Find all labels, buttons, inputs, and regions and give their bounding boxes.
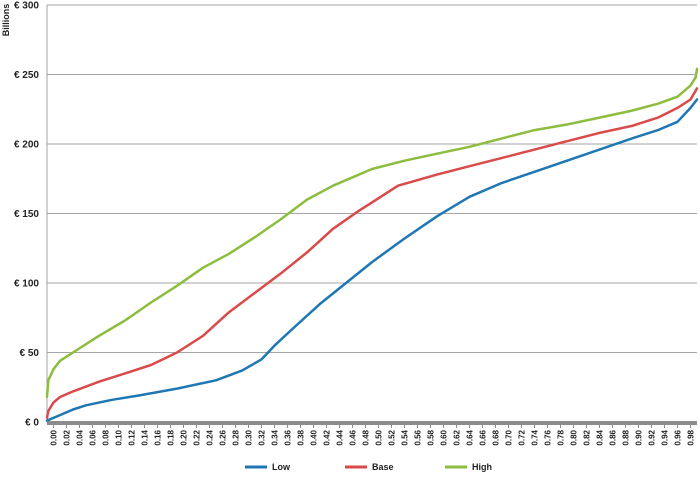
y-axis-label: Billions — [1, 4, 11, 37]
y-tick-label: € 100 — [14, 279, 39, 290]
x-tick-label: 0.06 — [89, 429, 98, 445]
gridlines — [47, 4, 697, 353]
x-tick-label: 0.20 — [180, 429, 189, 445]
y-tick-label: € 250 — [14, 70, 39, 81]
x-tick-label: 0.26 — [219, 429, 228, 445]
legend-label-high: High — [472, 462, 492, 472]
x-tick-label: 0.86 — [609, 429, 618, 445]
legend-label-low: Low — [272, 462, 291, 472]
x-tick-label: 0.70 — [505, 429, 514, 445]
x-tick-label: 0.74 — [531, 429, 540, 445]
y-tick-label: € 200 — [14, 140, 39, 151]
x-axis-band — [47, 421, 697, 425]
y-tick-label: € 300 — [14, 1, 39, 12]
x-tick-label: 0.66 — [479, 429, 488, 445]
x-tick-label: 0.00 — [50, 429, 59, 445]
x-tick-label: 0.40 — [310, 429, 319, 445]
x-tick-label: 0.14 — [141, 429, 150, 445]
x-tick-label: 0.38 — [297, 429, 306, 445]
x-tick-label: 0.58 — [427, 429, 436, 445]
x-tick-label: 0.16 — [154, 429, 163, 445]
axes — [46, 5, 697, 428]
legend-label-base: Base — [372, 462, 394, 472]
x-tick-label: 0.52 — [388, 429, 397, 445]
x-tick-label: 0.02 — [63, 429, 72, 445]
x-tick-label: 0.82 — [583, 429, 592, 445]
x-tick-label: 0.80 — [570, 429, 579, 445]
y-axis-tick-labels: € 0 € 50 € 100 € 150 € 200 € 250 € 300 — [14, 1, 39, 429]
legend: Low Base High — [245, 462, 492, 472]
x-axis-tick-labels: 0.00 0.02 0.04 0.06 0.08 0.10 0.12 0.14 0.16 0.18… — [50, 429, 696, 445]
x-tick-label: 0.56 — [414, 429, 423, 445]
x-tick-label: 0.96 — [674, 429, 683, 445]
series-line-high — [45, 67, 699, 399]
x-tick-label: 0.30 — [245, 429, 254, 445]
y-tick-label: € 150 — [14, 209, 39, 220]
x-tick-label: 0.60 — [440, 429, 449, 445]
x-tick-label: 0.22 — [193, 429, 202, 445]
x-tick-label: 0.90 — [635, 429, 644, 445]
x-tick-label: 0.48 — [362, 429, 371, 445]
x-tick-label: 0.98 — [687, 429, 696, 445]
x-tick-label: 0.54 — [401, 429, 410, 445]
x-tick-label: 0.34 — [271, 429, 280, 445]
x-tick-label: 0.32 — [258, 429, 267, 445]
x-tick-label: 0.12 — [128, 429, 137, 445]
x-tick-label: 0.46 — [349, 429, 358, 445]
x-tick-label: 0.76 — [544, 429, 553, 445]
x-tick-label: 0.94 — [661, 429, 670, 445]
series-line-low — [45, 98, 699, 422]
x-tick-label: 0.36 — [284, 429, 293, 445]
y-tick-label: € 0 — [25, 418, 39, 429]
x-tick-label: 0.18 — [167, 429, 176, 445]
x-tick-label: 0.24 — [206, 429, 215, 445]
x-tick-label: 0.50 — [375, 429, 384, 445]
x-tick-label: 0.78 — [557, 429, 566, 445]
x-tick-label: 0.64 — [466, 429, 475, 445]
x-tick-label: 0.62 — [453, 429, 462, 445]
x-tick-label: 0.92 — [648, 429, 657, 445]
x-tick-label: 0.10 — [115, 429, 124, 445]
x-tick-label: 0.72 — [518, 429, 527, 445]
x-tick-label: 0.88 — [622, 429, 631, 445]
series-lines — [45, 67, 699, 422]
x-tick-label: 0.44 — [336, 429, 345, 445]
x-tick-label: 0.42 — [323, 429, 332, 445]
x-tick-label: 0.68 — [492, 429, 501, 445]
x-tick-label: 0.04 — [76, 429, 85, 445]
y-tick-label: € 50 — [20, 348, 40, 359]
series-line-base — [45, 87, 699, 420]
x-tick-label: 0.84 — [596, 429, 605, 445]
x-tick-label: 0.28 — [232, 429, 241, 445]
x-tick-label: 0.08 — [102, 429, 111, 445]
